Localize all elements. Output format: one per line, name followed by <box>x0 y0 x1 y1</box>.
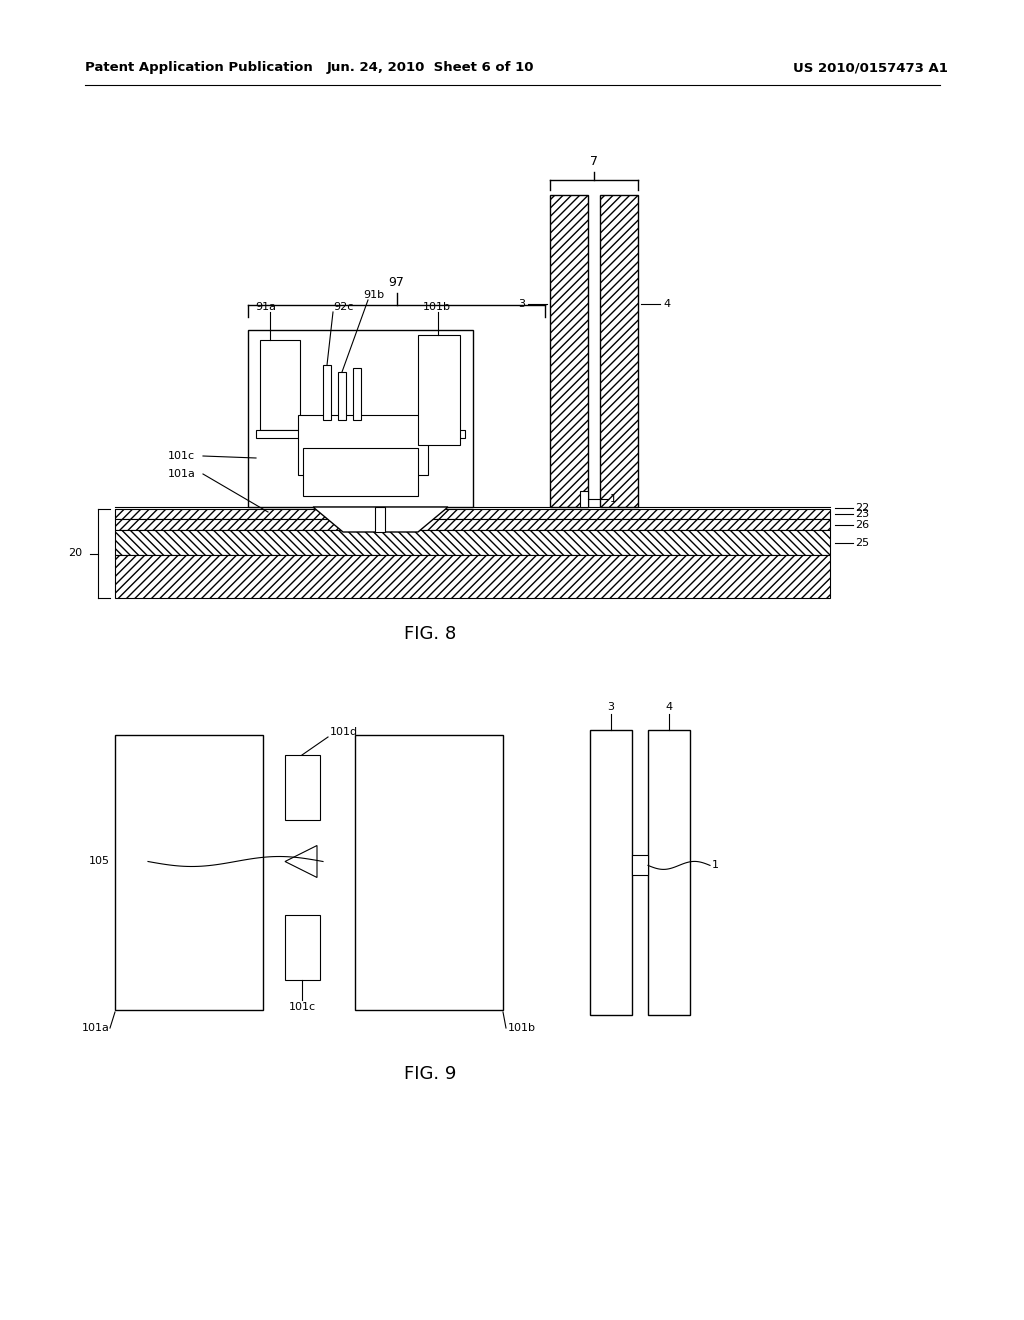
Bar <box>298 414 428 475</box>
Text: 97: 97 <box>388 276 404 289</box>
Text: 101d: 101d <box>330 727 358 737</box>
Text: US 2010/0157473 A1: US 2010/0157473 A1 <box>793 62 947 74</box>
Bar <box>115 510 830 519</box>
Bar <box>256 430 465 438</box>
Bar <box>355 735 503 1010</box>
Bar <box>285 755 319 820</box>
Text: 101a: 101a <box>82 1023 110 1034</box>
Bar <box>115 554 830 598</box>
Bar <box>115 510 830 519</box>
Bar <box>418 335 460 445</box>
Bar <box>260 341 300 430</box>
Bar <box>353 368 361 420</box>
Bar <box>323 366 331 420</box>
Text: FIG. 9: FIG. 9 <box>403 1065 456 1082</box>
Text: 105: 105 <box>89 857 110 866</box>
Bar <box>600 195 638 507</box>
Text: 3: 3 <box>518 300 525 309</box>
Text: 91b: 91b <box>362 290 384 300</box>
Bar <box>285 915 319 979</box>
Text: Jun. 24, 2010  Sheet 6 of 10: Jun. 24, 2010 Sheet 6 of 10 <box>327 62 534 74</box>
Text: 4: 4 <box>663 300 670 309</box>
Text: 23: 23 <box>855 510 869 519</box>
Text: FIG. 8: FIG. 8 <box>403 624 456 643</box>
Bar <box>115 519 830 531</box>
Text: 1: 1 <box>610 494 617 504</box>
Text: 101b: 101b <box>508 1023 536 1034</box>
Text: 4: 4 <box>666 702 673 711</box>
Text: 25: 25 <box>855 537 869 548</box>
Text: 1: 1 <box>712 861 719 870</box>
Bar <box>550 195 588 507</box>
Text: Patent Application Publication: Patent Application Publication <box>85 62 312 74</box>
Text: 101c: 101c <box>289 1002 315 1012</box>
Bar <box>648 730 690 1015</box>
Text: 3: 3 <box>607 702 614 711</box>
Text: 101b: 101b <box>423 302 451 312</box>
Bar <box>632 855 648 875</box>
Polygon shape <box>313 507 449 532</box>
Bar <box>580 491 588 507</box>
Bar <box>248 330 473 507</box>
Polygon shape <box>285 846 317 878</box>
Text: 101a: 101a <box>168 469 196 479</box>
Bar <box>115 531 830 554</box>
Text: 20: 20 <box>68 549 82 558</box>
Text: 101c: 101c <box>168 451 196 461</box>
Bar <box>590 730 632 1015</box>
Bar <box>115 554 830 598</box>
Bar <box>375 507 385 532</box>
Text: 7: 7 <box>590 154 598 168</box>
Text: 92c: 92c <box>333 302 353 312</box>
Bar <box>303 447 418 496</box>
Bar <box>338 372 346 420</box>
Text: 26: 26 <box>855 520 869 529</box>
Bar <box>600 195 638 507</box>
Bar <box>550 195 588 507</box>
Bar <box>115 519 830 531</box>
Text: 91a: 91a <box>255 302 276 312</box>
Bar <box>115 531 830 554</box>
Text: 22: 22 <box>855 503 869 513</box>
Bar <box>115 735 263 1010</box>
